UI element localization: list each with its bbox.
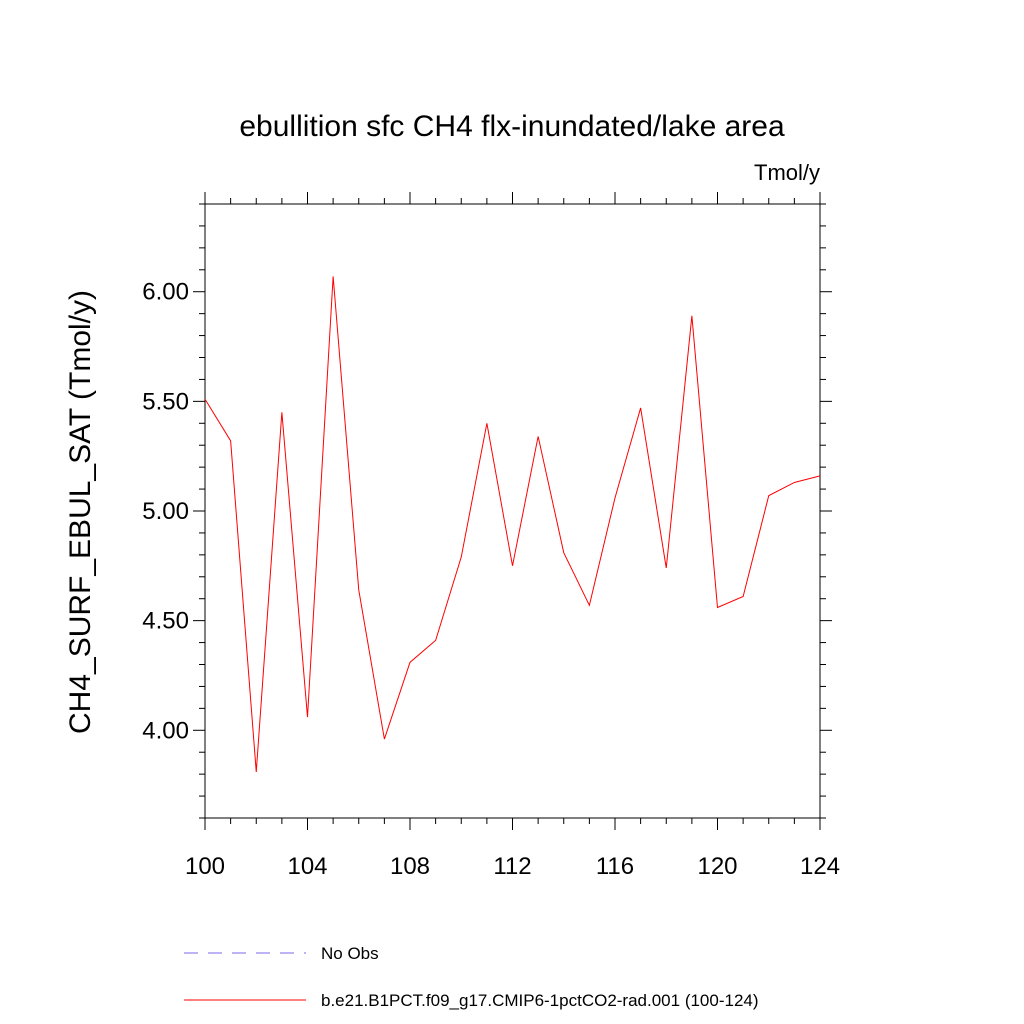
y-axis-label: CH4_SURF_EBUL_SAT (Tmol/y) — [64, 290, 97, 734]
chart-units-label: Tmol/y — [754, 160, 820, 185]
series-layer — [204, 276, 821, 772]
plot-area-frame — [204, 203, 821, 819]
series-line — [204, 276, 821, 772]
legend: No Obs b.e21.B1PCT.f09_g17.CMIP6-1pctCO2-… — [184, 944, 759, 1010]
y-tick-label: 4.00 — [142, 717, 189, 744]
x-tick-label: 116 — [596, 853, 634, 880]
legend-entry-label: No Obs — [321, 944, 379, 963]
axis-ticks — [193, 192, 832, 830]
x-tick-label: 100 — [185, 853, 225, 880]
axis-tick-labels: 100 104 108 112 116 120 124 4.00 4.50 5.00 5.50 6.0… — [142, 279, 840, 880]
chart-title: ebullition sfc CH4 flx-inundated/lake ar… — [239, 110, 785, 143]
x-tick-label: 108 — [390, 853, 430, 880]
y-tick-label: 4.50 — [142, 608, 189, 635]
y-tick-label: 5.00 — [142, 498, 189, 525]
y-tick-label: 6.00 — [142, 279, 189, 306]
x-tick-label: 112 — [493, 853, 531, 880]
x-tick-label: 124 — [800, 853, 840, 880]
x-tick-label: 104 — [287, 853, 327, 880]
legend-entry-label: b.e21.B1PCT.f09_g17.CMIP6-1pctCO2-rad.00… — [321, 991, 759, 1010]
x-tick-label: 120 — [697, 853, 737, 880]
y-tick-label: 5.50 — [142, 388, 189, 415]
